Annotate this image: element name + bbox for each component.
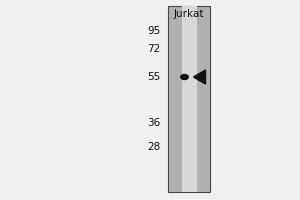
Text: 72: 72 [147, 44, 161, 54]
Text: 36: 36 [147, 118, 161, 128]
Text: Jurkat: Jurkat [174, 9, 204, 19]
Ellipse shape [181, 74, 188, 79]
Text: 55: 55 [147, 72, 161, 82]
Bar [168, 6, 210, 192]
Bar [182, 6, 196, 192]
Polygon shape [194, 70, 206, 84]
Text: 28: 28 [147, 142, 161, 152]
Text: 95: 95 [147, 26, 161, 36]
